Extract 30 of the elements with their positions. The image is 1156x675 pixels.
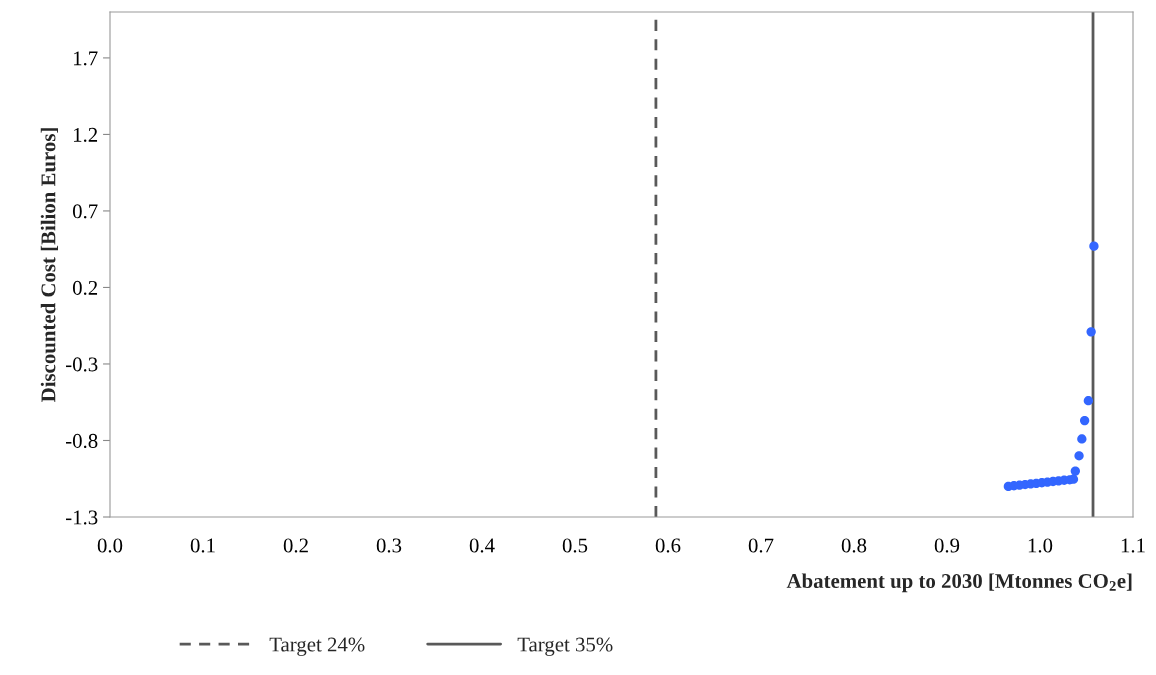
y-axis-title: Discounted Cost [Bilion Euros]	[40, 128, 59, 402]
x-tick-label: 0.9	[934, 538, 960, 553]
point	[1070, 466, 1080, 476]
x-axis-title: Abatement up to 2030 [Mtonnes CO$_{2}$e]	[786, 573, 1132, 593]
y-tick-label: 1.7	[73, 51, 98, 66]
x-tick-label: 0.2	[283, 538, 308, 553]
point	[1074, 451, 1084, 461]
y-tick-label: 1.2	[73, 127, 98, 142]
x-tick-label: 0.1	[190, 538, 215, 553]
x-tick-label: 1.1	[1121, 538, 1145, 553]
y-tick-label: -0.8	[65, 433, 98, 449]
point	[1077, 434, 1087, 444]
x-tick-label: 0.0	[97, 538, 123, 553]
point	[1086, 327, 1096, 337]
point	[1083, 396, 1094, 406]
y-tick-label: 0.2	[72, 280, 98, 295]
point	[1079, 415, 1090, 426]
y-tick-label: 0.7	[72, 204, 98, 219]
y-tick-label: -0.3	[65, 357, 98, 372]
legend-label: Target 35%	[517, 637, 613, 656]
x-tick-label: 0.4	[469, 538, 495, 553]
point	[1089, 241, 1099, 251]
x-tick-label: 0.3	[376, 538, 402, 553]
x-tick-label: 0.8	[841, 538, 867, 553]
x-tick-label: 0.5	[562, 538, 588, 553]
legend-label: Target 24%	[269, 637, 365, 656]
x-tick-label: 1.0	[1028, 538, 1053, 553]
y-tick-label: -1.3	[65, 510, 98, 525]
x-tick-label: 0.7	[748, 538, 774, 553]
x-tick-label: 0.6	[655, 538, 681, 553]
